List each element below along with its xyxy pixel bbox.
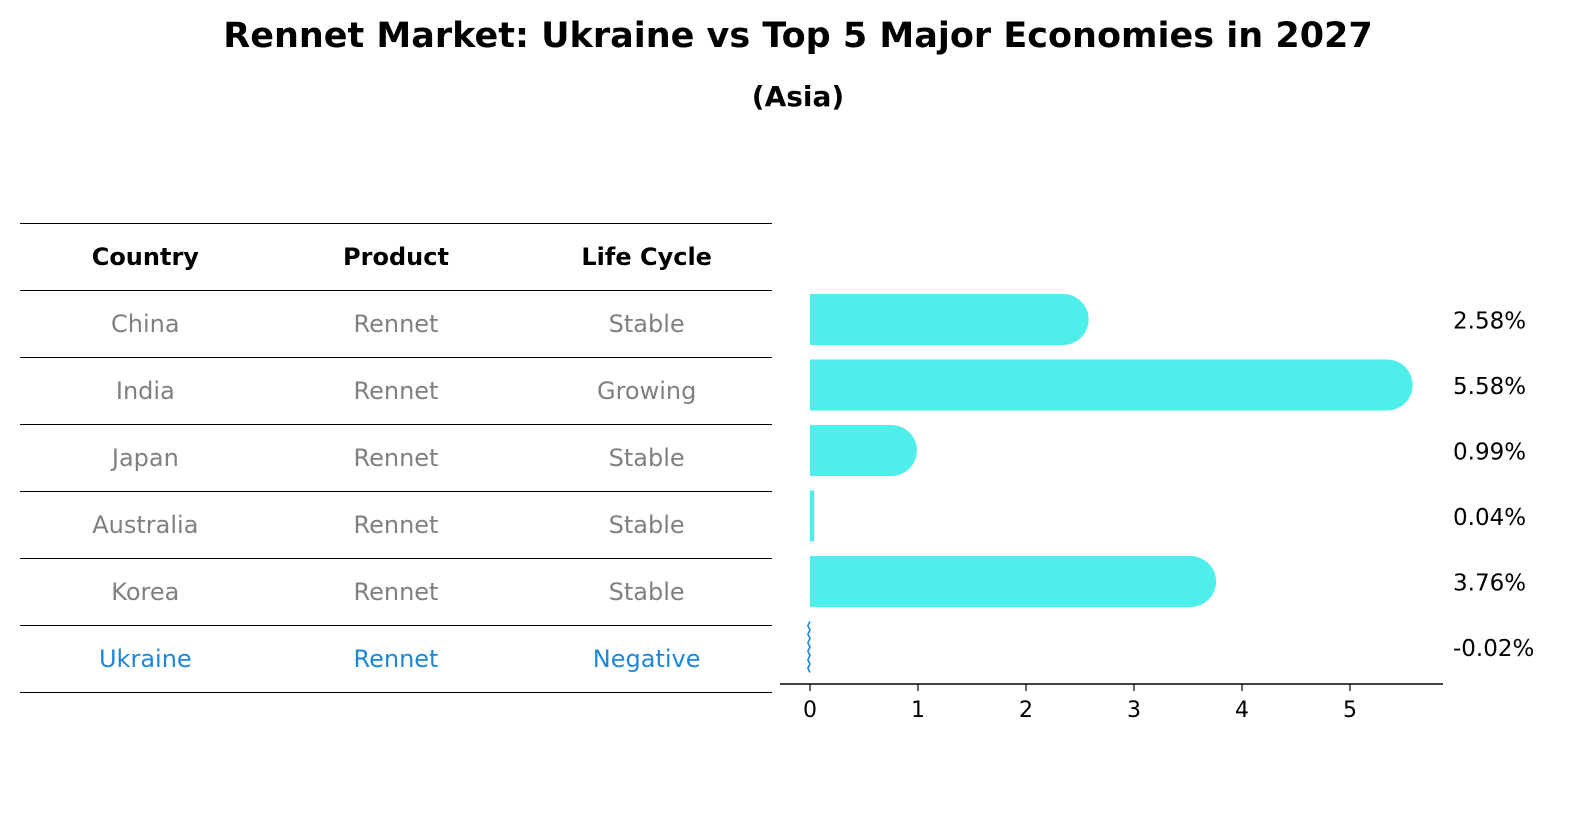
cell-life-cycle: Stable bbox=[521, 558, 772, 626]
table-row: Korea Rennet Stable bbox=[20, 558, 772, 626]
value-label-japan: 0.99% bbox=[1453, 440, 1526, 466]
bar-australia bbox=[810, 490, 815, 542]
cell-product: Rennet bbox=[270, 625, 522, 693]
column-header-product: Product bbox=[270, 223, 522, 291]
bar-china bbox=[810, 294, 1089, 345]
data-table: Country Product Life Cycle China Rennet … bbox=[20, 223, 772, 693]
cell-life-cycle: Stable bbox=[521, 491, 772, 559]
cell-country: Ukraine bbox=[20, 625, 271, 693]
value-label-india: 5.58% bbox=[1453, 374, 1526, 400]
column-header-life-cycle: Life Cycle bbox=[521, 223, 772, 291]
cell-product: Rennet bbox=[270, 491, 522, 559]
cell-life-cycle: Stable bbox=[521, 290, 772, 358]
table-row: Japan Rennet Stable bbox=[20, 424, 772, 492]
column-header-country: Country bbox=[20, 223, 271, 291]
cell-country: Australia bbox=[20, 491, 271, 559]
cell-country: Japan bbox=[20, 424, 271, 492]
cell-country: Korea bbox=[20, 558, 271, 626]
cell-country: China bbox=[20, 290, 271, 358]
x-tick-label-4: 4 bbox=[1235, 698, 1249, 723]
chart-subtitle: (Asia) bbox=[751, 80, 845, 113]
table-row: Australia Rennet Stable bbox=[20, 491, 772, 559]
bar-korea bbox=[810, 556, 1217, 607]
value-label-australia: 0.04% bbox=[1453, 505, 1526, 531]
cell-life-cycle: Growing bbox=[521, 357, 772, 425]
table-row: China Rennet Stable bbox=[20, 290, 772, 358]
bar-japan bbox=[810, 425, 917, 476]
bar-india bbox=[810, 359, 1413, 411]
cell-product: Rennet bbox=[270, 357, 522, 425]
x-tick-label-0: 0 bbox=[803, 698, 817, 723]
bar-chart: 2.58% 5.58% 0.99% 0.04% 3.76% -0.02% 0 1 2 3 4 5 bbox=[780, 294, 1534, 723]
table-header-row: Country Product Life Cycle bbox=[20, 223, 772, 291]
table-row: India Rennet Growing bbox=[20, 357, 772, 425]
cell-product: Rennet bbox=[270, 558, 522, 626]
cell-product: Rennet bbox=[270, 290, 522, 358]
cell-life-cycle: Negative bbox=[521, 625, 772, 693]
value-label-ukraine: -0.02% bbox=[1453, 636, 1534, 662]
value-label-china: 2.58% bbox=[1453, 309, 1526, 335]
x-tick-label-2: 2 bbox=[1019, 698, 1033, 723]
cell-life-cycle: Stable bbox=[521, 424, 772, 492]
chart-title: Rennet Market: Ukraine vs Top 5 Major Ec… bbox=[223, 16, 1373, 56]
cell-country: India bbox=[20, 357, 271, 425]
x-tick-label-3: 3 bbox=[1127, 698, 1141, 723]
table-row-highlighted: Ukraine Rennet Negative bbox=[20, 625, 772, 693]
bar-ukraine bbox=[806, 621, 811, 673]
cell-product: Rennet bbox=[270, 424, 522, 492]
x-tick-label-1: 1 bbox=[911, 698, 925, 723]
x-tick-label-5: 5 bbox=[1343, 698, 1357, 723]
value-label-korea: 3.76% bbox=[1453, 571, 1526, 597]
